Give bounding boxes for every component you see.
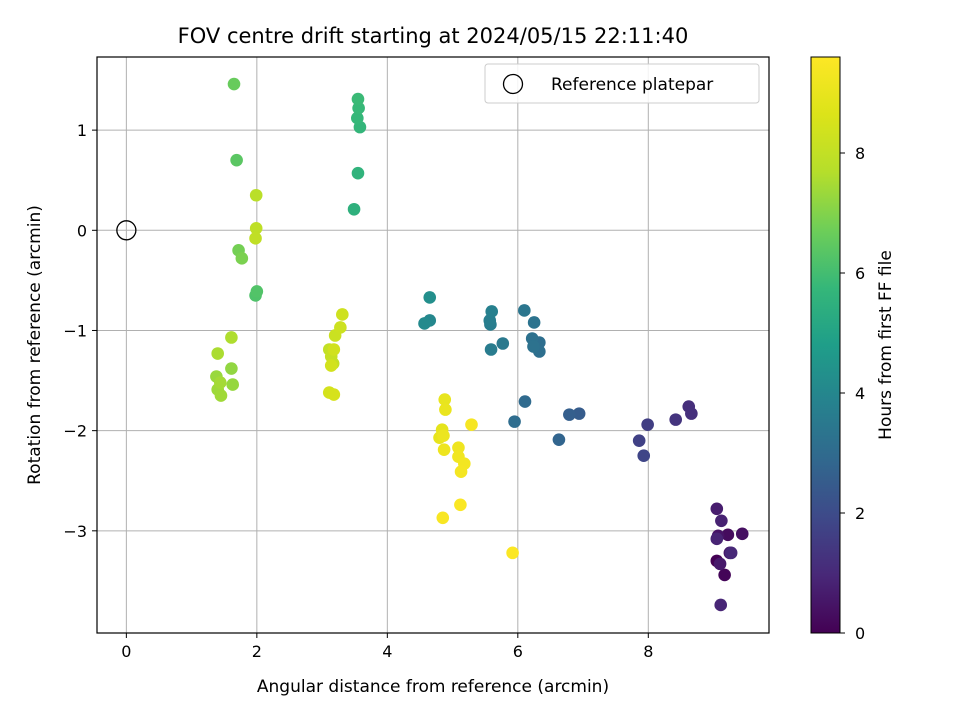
data-point	[572, 407, 586, 420]
colorbar: 0 2 4 6 8 Hours from first FF file	[810, 56, 896, 643]
data-point	[347, 202, 361, 216]
data-point	[527, 316, 541, 329]
y-tick-label: −1	[63, 321, 87, 340]
legend-box	[484, 63, 760, 104]
data-point	[351, 166, 365, 180]
x-tick-label: 6	[513, 642, 523, 661]
data-point	[641, 418, 654, 431]
data-point	[669, 413, 683, 426]
data-point	[423, 291, 437, 304]
data-point	[439, 403, 452, 416]
data-point	[336, 308, 349, 321]
legend-label-reference: Reference platepar	[551, 75, 713, 95]
data-point	[250, 285, 264, 298]
colorbar-gradient	[811, 57, 840, 633]
legend-marker-reference	[502, 73, 524, 95]
data-point	[552, 433, 566, 446]
data-point	[710, 502, 724, 516]
data-point	[518, 304, 531, 317]
x-axis-label: Angular distance from reference (arcmin)	[257, 677, 609, 697]
data-point	[721, 528, 735, 542]
data-point	[735, 527, 749, 541]
y-axis-ticks: 1 0 −1 −2 −3	[63, 121, 97, 541]
colorbar-tick-label: 4	[855, 384, 865, 403]
legend: Reference platepar	[484, 63, 760, 104]
data-point	[438, 393, 452, 406]
colorbar-tick-label: 8	[855, 144, 865, 163]
reference-platepar-marker	[116, 220, 137, 241]
data-point	[637, 449, 651, 462]
data-point	[352, 101, 365, 115]
data-point	[418, 317, 431, 330]
colorbar-ticks: 0 2 4 6 8	[840, 144, 865, 643]
grid-lines	[97, 57, 769, 633]
data-point	[211, 347, 224, 360]
data-point	[685, 407, 698, 420]
y-tick-label: 1	[77, 121, 87, 140]
data-point	[508, 415, 521, 428]
data-point	[227, 77, 241, 91]
data-point	[718, 568, 731, 582]
x-tick-label: 8	[643, 642, 653, 661]
data-point	[226, 378, 240, 391]
data-point	[506, 546, 519, 560]
y-tick-label: −2	[63, 422, 87, 441]
data-point	[334, 321, 347, 334]
data-point	[249, 221, 263, 235]
x-axis-ticks: 0 2 4 6 8	[121, 633, 653, 661]
data-point	[249, 232, 262, 245]
data-point	[351, 92, 365, 106]
data-point	[230, 153, 243, 167]
data-point	[225, 362, 238, 375]
y-axis-label: Rotation from reference (arcmin)	[25, 205, 45, 485]
data-point	[454, 498, 467, 512]
data-point	[724, 546, 738, 560]
x-tick-label: 2	[252, 642, 262, 661]
data-point	[518, 395, 532, 408]
data-point	[710, 532, 724, 546]
data-point	[327, 388, 341, 401]
data-point	[437, 443, 451, 456]
data-point	[437, 429, 450, 442]
y-tick-label: −3	[63, 522, 87, 541]
data-point	[214, 389, 228, 402]
data-point	[465, 418, 478, 431]
y-tick-label: 0	[77, 221, 87, 240]
data-point	[715, 514, 728, 528]
data-point	[454, 465, 468, 479]
plot-frame	[96, 56, 770, 634]
colorbar-tick-label: 0	[855, 624, 865, 643]
data-point	[563, 408, 576, 421]
data-point	[496, 337, 510, 350]
data-point	[527, 340, 540, 353]
data-point	[713, 557, 727, 571]
data-points	[210, 77, 749, 612]
data-point	[714, 598, 728, 612]
data-point	[632, 434, 646, 447]
data-point	[452, 441, 465, 454]
chart-title: FOV centre drift starting at 2024/05/15 …	[178, 24, 689, 48]
data-point	[324, 359, 338, 372]
data-point	[327, 343, 341, 356]
reference-marker-layer	[116, 220, 137, 241]
colorbar-frame	[810, 56, 841, 634]
data-point	[249, 188, 263, 202]
data-point	[436, 511, 450, 525]
x-tick-label: 0	[121, 642, 131, 661]
colorbar-tick-label: 2	[855, 504, 865, 523]
data-point	[214, 376, 227, 389]
data-point	[235, 252, 249, 265]
data-point	[485, 305, 499, 318]
data-point	[351, 111, 364, 125]
data-point	[225, 331, 238, 344]
colorbar-label: Hours from first FF file	[876, 250, 896, 440]
data-point	[484, 343, 498, 356]
x-tick-label: 4	[382, 642, 392, 661]
colorbar-tick-label: 6	[855, 264, 865, 283]
